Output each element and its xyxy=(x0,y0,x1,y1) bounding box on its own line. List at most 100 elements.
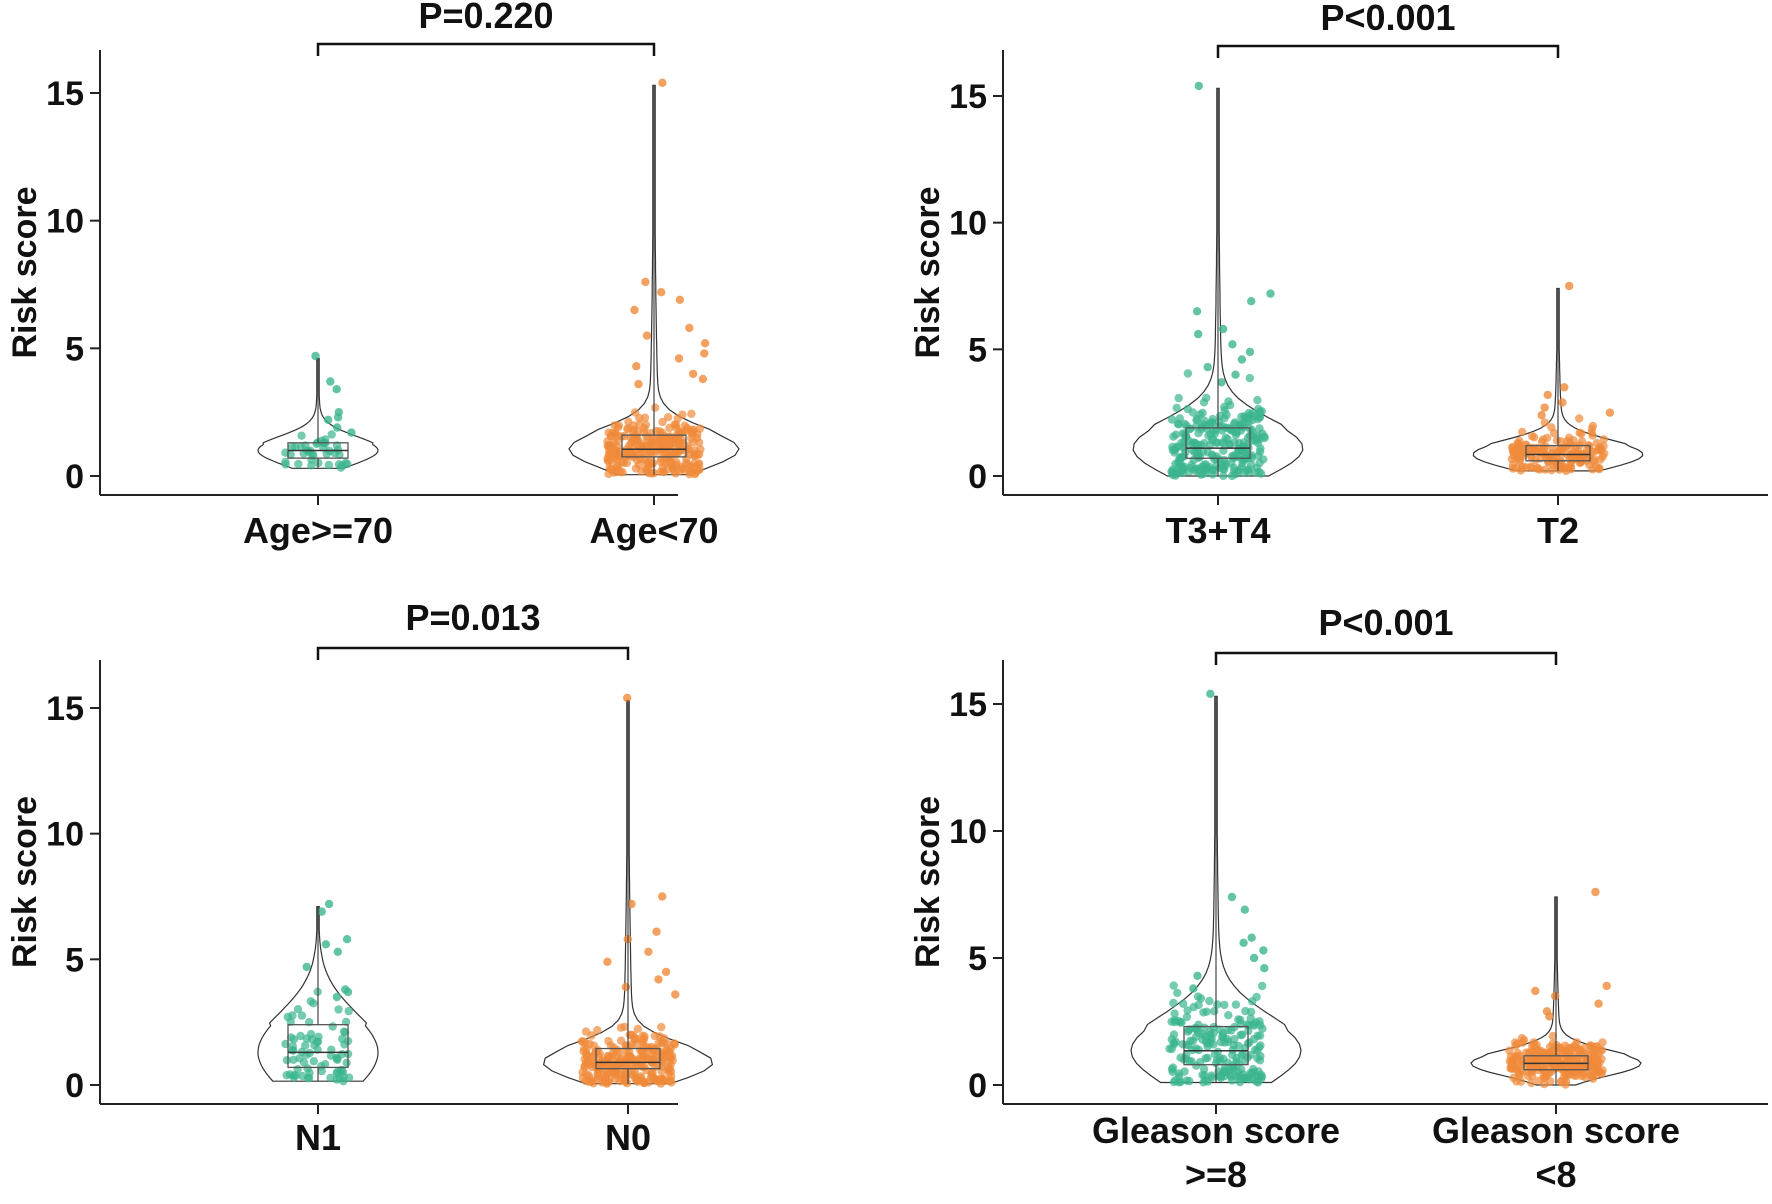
data-point xyxy=(1205,996,1214,1006)
y-tick-label: 10 xyxy=(46,203,84,241)
data-point xyxy=(691,468,700,478)
data-point xyxy=(1179,999,1188,1008)
data-point xyxy=(282,1056,292,1065)
data-point xyxy=(306,997,315,1006)
data-point xyxy=(1255,424,1264,433)
data-point-outlier xyxy=(1194,329,1203,339)
data-point-outlier xyxy=(623,693,632,703)
data-point xyxy=(294,459,303,469)
data-point xyxy=(1170,448,1179,457)
data-point xyxy=(630,408,640,417)
data-point xyxy=(1518,427,1527,437)
data-point xyxy=(1220,1000,1229,1010)
significance-bracket xyxy=(1216,44,1560,58)
data-point xyxy=(1193,451,1203,461)
data-point xyxy=(614,1047,623,1057)
data-point xyxy=(317,1066,326,1076)
data-point xyxy=(629,425,639,435)
data-point xyxy=(1168,1063,1178,1072)
data-point xyxy=(1532,1055,1542,1064)
data-point xyxy=(1212,438,1221,447)
data-point-outlier xyxy=(1540,403,1549,412)
data-point xyxy=(336,1067,345,1076)
data-point xyxy=(281,460,290,469)
data-point xyxy=(1260,432,1269,441)
data-point xyxy=(1580,449,1590,458)
data-point xyxy=(618,468,627,477)
box xyxy=(595,1047,661,1070)
y-tick-label: 5 xyxy=(65,330,84,368)
data-point-outlier xyxy=(1266,289,1275,298)
violin xyxy=(1132,87,1304,477)
data-point xyxy=(288,1046,297,1055)
significance-bracket xyxy=(316,42,656,56)
data-point xyxy=(640,1062,649,1072)
data-point xyxy=(301,1041,310,1050)
p-value-label: P=0.013 xyxy=(405,597,540,638)
data-point xyxy=(1187,1057,1196,1066)
data-point xyxy=(1172,403,1181,413)
data-point xyxy=(1549,428,1559,438)
p-value-label: P=0.220 xyxy=(418,0,553,36)
data-point xyxy=(632,1075,641,1084)
data-point xyxy=(327,430,336,439)
data-point xyxy=(282,1071,291,1080)
data-point-outlier xyxy=(698,374,708,384)
y-tick-label: 0 xyxy=(968,458,987,496)
data-point-outlier xyxy=(1565,281,1574,291)
data-point xyxy=(687,409,696,418)
data-point xyxy=(1213,1000,1222,1009)
x-tick-label: T2 xyxy=(1537,510,1579,551)
violin xyxy=(257,905,379,1082)
data-point xyxy=(1186,1036,1195,1046)
data-point-outlier xyxy=(1602,981,1611,991)
data-point xyxy=(1563,1048,1573,1058)
data-point xyxy=(1173,419,1183,429)
box xyxy=(287,1024,349,1069)
data-point xyxy=(1174,393,1183,403)
data-point-outlier xyxy=(1203,362,1212,372)
data-point-outlier xyxy=(1194,81,1204,91)
panel-3: 0 5 10 15 Risk score N1 N0 P=0.013 xyxy=(6,597,714,1158)
data-point xyxy=(1200,439,1209,448)
data-point xyxy=(1562,442,1571,451)
data-point xyxy=(286,1017,295,1027)
group-group1: T3+T4 xyxy=(1132,81,1304,551)
data-point xyxy=(657,1037,666,1046)
data-point xyxy=(1585,1062,1594,1071)
data-point xyxy=(1224,397,1233,406)
data-point xyxy=(665,1053,674,1062)
data-point xyxy=(669,466,678,475)
data-point xyxy=(1548,444,1558,454)
data-point xyxy=(1190,438,1200,448)
data-point-outlier xyxy=(321,940,331,949)
y-tick-label: 15 xyxy=(949,78,987,116)
data-point xyxy=(1566,451,1576,461)
data-point-outlier xyxy=(333,413,343,422)
data-point xyxy=(584,1060,594,1069)
data-point-outlier xyxy=(654,975,663,984)
data-point xyxy=(657,1022,666,1032)
data-point-outlier xyxy=(630,305,639,315)
data-point xyxy=(1596,455,1605,464)
data-point xyxy=(334,1005,343,1014)
data-point xyxy=(291,1071,300,1080)
data-point xyxy=(344,1006,353,1016)
data-point-outlier xyxy=(347,428,356,437)
data-point-outlier xyxy=(657,288,666,297)
data-point xyxy=(1258,981,1267,991)
data-point xyxy=(1218,460,1228,469)
data-point xyxy=(1251,468,1260,477)
y-tick-label: 15 xyxy=(949,686,987,724)
data-point xyxy=(1182,1012,1192,1022)
data-point xyxy=(1198,1070,1207,1080)
data-point xyxy=(1240,1056,1250,1065)
data-point-outlier xyxy=(1228,340,1237,349)
data-point xyxy=(1167,1017,1176,1026)
data-point xyxy=(1244,408,1254,418)
x-tick-label: T3+T4 xyxy=(1165,510,1270,551)
group-group2: Gleason score<8 xyxy=(1432,887,1680,1195)
data-point xyxy=(657,439,666,448)
data-point xyxy=(1167,1035,1177,1044)
